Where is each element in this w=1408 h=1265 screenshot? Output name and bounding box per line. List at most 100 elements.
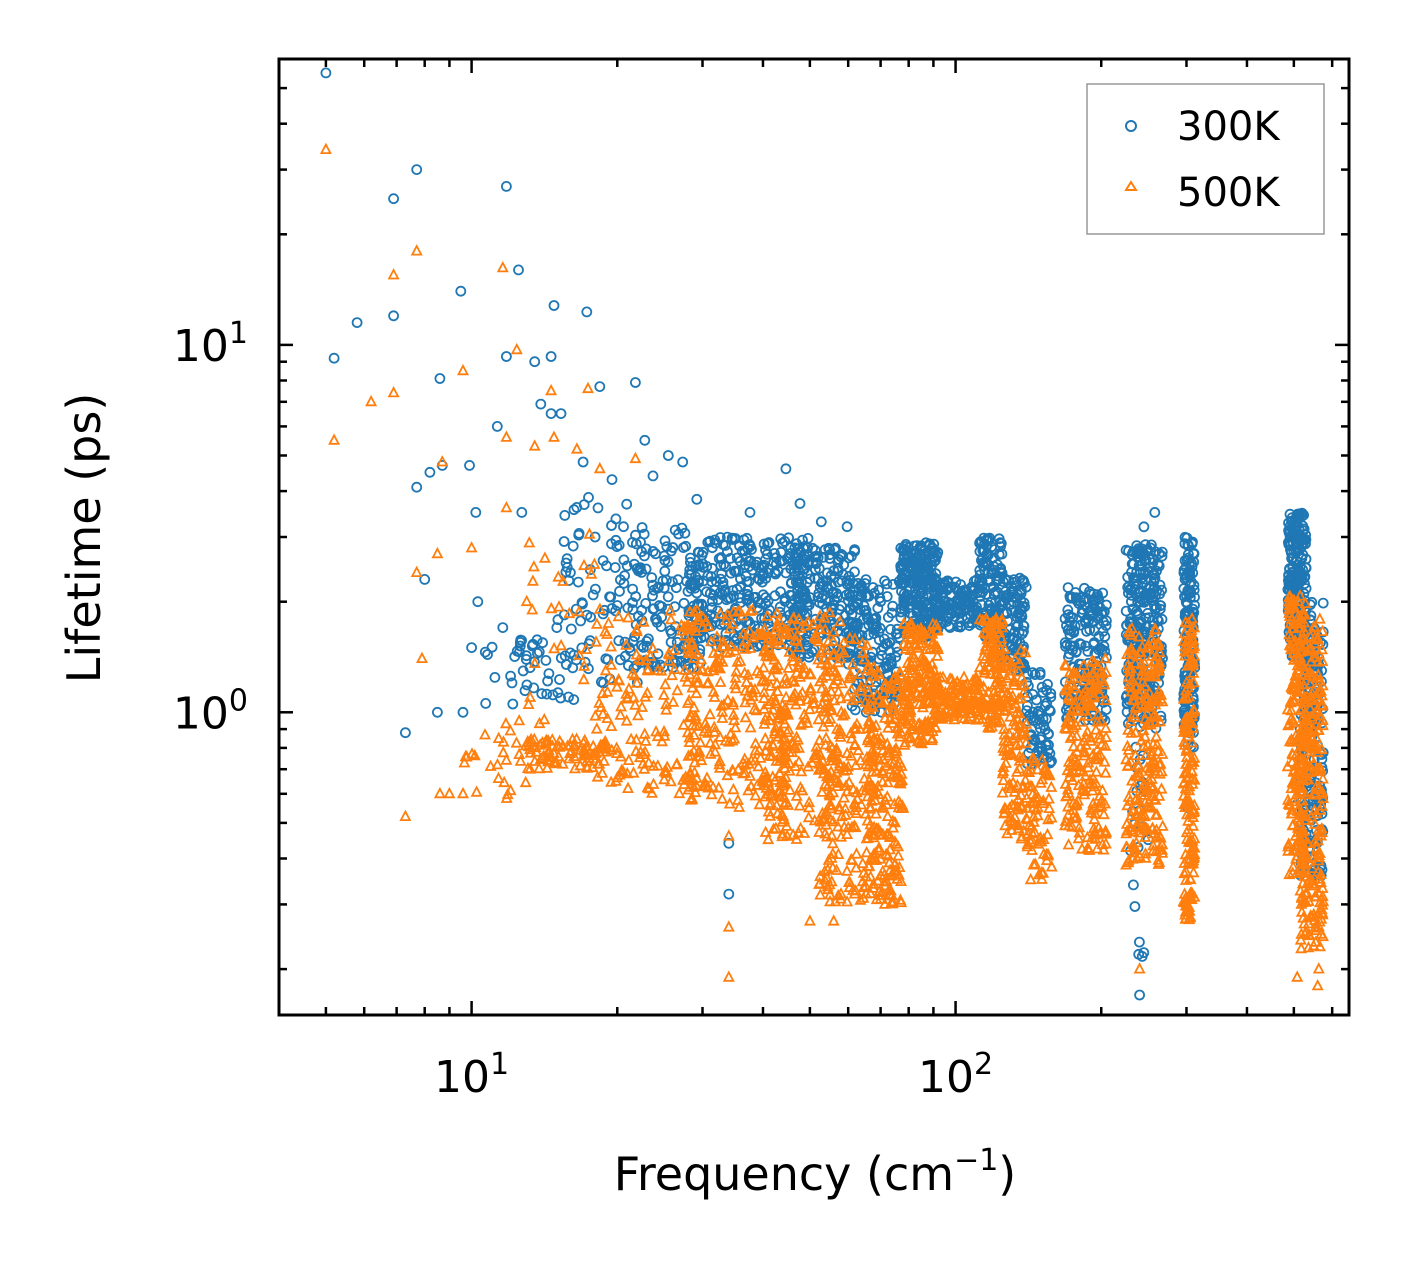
point-500K [1120, 840, 1133, 852]
point-500K [1072, 778, 1085, 791]
point-300K [658, 550, 670, 562]
point-500K [658, 729, 671, 741]
point-500K [688, 605, 701, 617]
point-500K [818, 611, 831, 623]
point-500K [790, 832, 803, 844]
point-500K [850, 800, 863, 812]
point-500K [1070, 718, 1082, 730]
point-300K [565, 623, 577, 635]
point-300K [711, 576, 722, 587]
point-500K [944, 672, 957, 684]
point-500K [688, 755, 701, 768]
point-500K [686, 620, 698, 632]
point-500K [823, 605, 836, 618]
point-300K [532, 647, 543, 659]
point-500K [775, 751, 787, 764]
point-500K [973, 660, 986, 673]
point-500K [590, 635, 603, 647]
point-500K [794, 621, 807, 633]
point-500K [1090, 765, 1103, 777]
point-300K [895, 560, 907, 572]
point-500K [702, 676, 715, 688]
point-500K [869, 734, 882, 746]
point-500K [658, 772, 671, 785]
point-300K [1017, 659, 1029, 670]
point-500K [754, 751, 767, 763]
point-500K [1021, 827, 1034, 839]
point-500K [1148, 709, 1161, 721]
point-300K [742, 584, 753, 596]
point-500K [1133, 630, 1145, 642]
point-300K [643, 633, 654, 645]
point-500K [636, 700, 649, 712]
point-300K [848, 601, 860, 613]
point-300K [606, 603, 618, 614]
point-500K [1036, 753, 1049, 765]
point-500K [712, 644, 725, 657]
point-500K [916, 653, 929, 665]
point-500K [689, 624, 702, 636]
point-300K [1154, 603, 1166, 615]
point-500K [614, 708, 627, 720]
point-300K [625, 645, 636, 657]
point-500K [659, 677, 672, 690]
point-500K [661, 760, 674, 772]
point-500K [923, 665, 936, 677]
point-500K [982, 715, 995, 727]
point-300K [875, 596, 886, 607]
point-300K [1152, 558, 1164, 570]
point-500K [888, 797, 901, 809]
point-500K [1082, 686, 1095, 699]
point-500K [657, 688, 670, 700]
point-300K [1046, 755, 1057, 767]
point-500K [759, 744, 772, 756]
point-300K [596, 676, 607, 688]
point-300K [1035, 734, 1046, 745]
point-300K [1148, 588, 1159, 600]
point-300K [1089, 595, 1101, 606]
point-300K [1183, 588, 1195, 599]
point-300K [568, 694, 580, 705]
point-500K [693, 749, 706, 762]
point-500K [677, 718, 690, 730]
point-300K [983, 535, 995, 546]
point-500K [1077, 658, 1090, 670]
point-500K [698, 724, 711, 737]
point-300K [1285, 578, 1297, 590]
point-500K [779, 795, 792, 808]
point-500K [787, 691, 799, 703]
point-300K [665, 545, 677, 557]
point-500K [1150, 649, 1163, 661]
point-500K [931, 624, 944, 636]
point-500K [967, 697, 980, 710]
point-300K [1021, 705, 1033, 716]
point-300K [555, 692, 566, 704]
point-300K [878, 641, 889, 653]
point-300K [640, 598, 652, 609]
point-300K [1081, 625, 1092, 637]
point-500K [832, 820, 844, 832]
point-500K [627, 691, 640, 703]
point-500K [964, 702, 977, 714]
point-300K [975, 578, 986, 589]
point-500K [610, 746, 623, 758]
point-500K [679, 670, 692, 682]
point-300K [552, 614, 564, 626]
point-500K [1062, 838, 1075, 850]
point-300K [909, 558, 921, 570]
point-500K [888, 835, 901, 847]
point-500K [1178, 735, 1191, 747]
point-500K [845, 683, 858, 695]
point-500K [869, 793, 882, 805]
point-500K [1086, 784, 1099, 796]
point-500K [492, 771, 505, 783]
point-300K [701, 561, 713, 572]
point-500K [749, 744, 762, 756]
point-500K [765, 650, 778, 662]
point-500K [614, 750, 627, 762]
point-500K [856, 856, 869, 869]
point-500K [807, 617, 820, 630]
point-500K [843, 875, 856, 887]
point-300K [1156, 613, 1168, 625]
point-500K [748, 702, 761, 714]
